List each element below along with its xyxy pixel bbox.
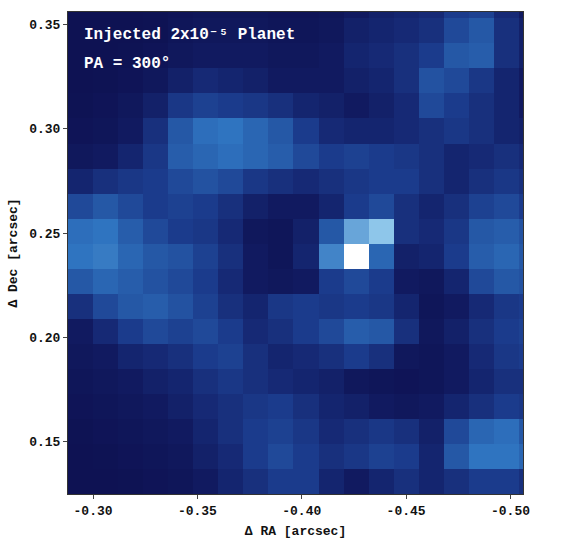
svg-text:0.25: 0.25 — [29, 227, 60, 242]
svg-text:0.20: 0.20 — [29, 331, 60, 346]
svg-text:0.15: 0.15 — [29, 435, 60, 450]
svg-text:-0.30: -0.30 — [74, 504, 113, 519]
svg-text:-0.35: -0.35 — [178, 504, 217, 519]
svg-text:-0.50: -0.50 — [491, 504, 530, 519]
svg-text:-0.45: -0.45 — [387, 504, 426, 519]
svg-text:-0.40: -0.40 — [282, 504, 321, 519]
svg-text:0.35: 0.35 — [29, 18, 60, 33]
svg-text:Δ RA [arcsec]: Δ RA [arcsec] — [245, 524, 346, 539]
svg-text:0.30: 0.30 — [29, 122, 60, 137]
svg-text:PA = 300°: PA = 300° — [84, 55, 170, 73]
svg-text:Injected 2x10⁻⁵ Planet: Injected 2x10⁻⁵ Planet — [84, 26, 295, 44]
svg-text:Δ Dec [arcsec]: Δ Dec [arcsec] — [6, 198, 21, 307]
